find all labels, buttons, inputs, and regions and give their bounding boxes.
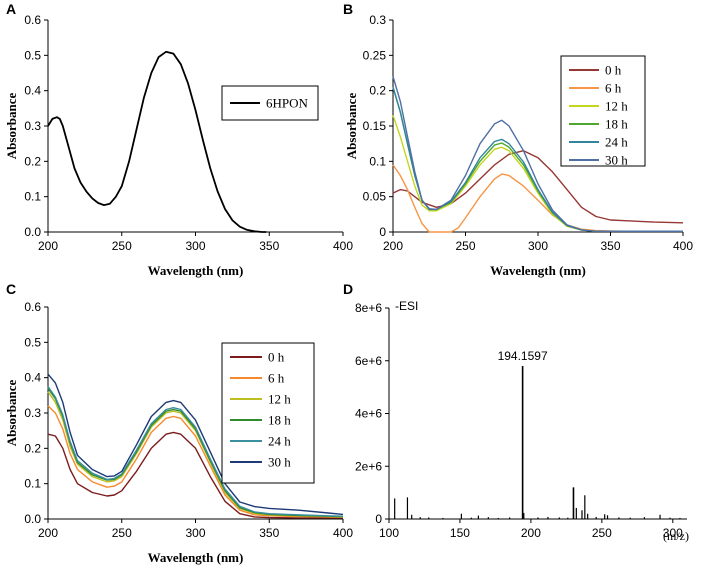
x-tick-label: 150 — [450, 526, 470, 540]
x-tick-label: 400 — [333, 239, 353, 253]
x-tick-label: 350 — [259, 239, 279, 253]
y-tick-label: 0.5 — [24, 335, 41, 349]
y-tick-label: 0.2 — [24, 154, 41, 168]
y-tick-label: 8e+6 — [355, 301, 382, 315]
legend-box — [560, 55, 646, 167]
x-tick-label: 300 — [185, 526, 205, 540]
x-tick-label: 200 — [521, 526, 541, 540]
series-line — [47, 405, 344, 518]
x-tick-label: 300 — [663, 526, 683, 540]
legend-label: 24 h — [605, 135, 628, 150]
x-tick-label: 200 — [38, 239, 58, 253]
y-tick-label: 0.6 — [24, 300, 41, 314]
annotation: -ESI — [395, 299, 418, 313]
x-tick-label: 300 — [185, 239, 205, 253]
series-line — [47, 431, 343, 519]
y-tick-label: 0.25 — [363, 48, 387, 62]
peak-label: 194.1597 — [498, 349, 548, 363]
legend-label: 0 h — [268, 350, 285, 365]
x-axis-label: Wavelength (nm) — [148, 550, 244, 565]
x-tick-label: 200 — [383, 239, 403, 253]
series-line — [47, 50, 267, 233]
legend-label: 24 h — [268, 434, 291, 449]
legend-label: 18 h — [268, 413, 291, 428]
panel-label: C — [6, 281, 16, 297]
legend: 0 h 6 h 12 h 18 h 24 h 30 h — [560, 55, 646, 168]
series-line — [392, 76, 683, 233]
y-tick-label: 0.1 — [24, 190, 41, 204]
y-tick-label: 6e+6 — [355, 354, 382, 368]
x-tick-label: 400 — [333, 526, 353, 540]
legend-label: 6 h — [268, 371, 285, 386]
legend-label: 0 h — [605, 63, 622, 78]
panel-label: D — [343, 281, 353, 297]
legend-label: 12 h — [268, 392, 291, 407]
panel-D: D 0 2e+6 4e+6 6e+6 8e+6 100 150 200 250 300 -ESI (m/… — [343, 281, 689, 543]
y-tick-label: 0 — [379, 225, 386, 239]
legend-label: 12 h — [605, 99, 628, 114]
x-tick-label: 250 — [455, 239, 475, 253]
legend-label: 30 h — [605, 153, 628, 168]
x-tick-label: 250 — [592, 526, 612, 540]
x-tick-label: 100 — [379, 526, 399, 540]
y-tick-label: 0.2 — [369, 84, 386, 98]
y-axis-label: Absorbance — [4, 93, 19, 160]
y-tick-label: 0.3 — [24, 119, 41, 133]
x-tick-label: 350 — [600, 239, 620, 253]
legend-label: 6HPON — [266, 96, 309, 111]
y-axis-label: Absorbance — [4, 380, 19, 447]
y-tick-label: 0.1 — [24, 477, 41, 491]
y-tick-label: 2e+6 — [355, 459, 382, 473]
x-tick-label: 250 — [112, 526, 132, 540]
panel-label: B — [343, 1, 353, 17]
panel-A: A 0.0 0.1 0.2 0.3 0.4 0.5 0.6 200 250 300 350 400 Wav… — [4, 1, 353, 278]
x-tick-label: 400 — [673, 239, 693, 253]
legend-label: 6 h — [605, 81, 622, 96]
x-tick-label: 250 — [112, 239, 132, 253]
x-axis-label: Wavelength (nm) — [148, 263, 244, 278]
x-tick-label: 350 — [259, 526, 279, 540]
series-line — [47, 386, 344, 517]
y-tick-label: 0.3 — [369, 13, 386, 27]
y-tick-label: 0.2 — [24, 441, 41, 455]
y-tick-label: 0 — [375, 512, 382, 526]
legend-label: 30 h — [268, 455, 291, 470]
series-line — [47, 373, 344, 516]
series-line — [392, 149, 684, 224]
y-tick-label: 0.6 — [24, 13, 41, 27]
y-tick-label: 0.05 — [363, 190, 387, 204]
x-tick-label: 200 — [38, 526, 58, 540]
legend: 0 h 6 h 12 h 18 h 24 h 30 h — [221, 342, 315, 484]
x-axis-label: (m/z) — [663, 529, 689, 543]
legend: 6HPON — [221, 85, 319, 121]
y-tick-label: 0.5 — [24, 48, 41, 62]
x-tick-label: 300 — [528, 239, 548, 253]
panel-B: B 0 0.05 0.1 0.15 0.2 0.25 0.3 200 250 300 350 400 Wa… — [343, 1, 693, 278]
legend-label: 18 h — [605, 117, 628, 132]
panel-label: A — [6, 1, 16, 17]
y-tick-label: 0.4 — [24, 84, 41, 98]
y-tick-label: 0.15 — [363, 119, 387, 133]
panel-C: C 0.0 0.1 0.2 0.3 0.4 0.5 0.6 200 250 300 350 400 Wav… — [4, 281, 353, 565]
y-tick-label: 0.1 — [369, 154, 386, 168]
y-tick-label: 0.0 — [24, 512, 41, 526]
y-tick-label: 0.4 — [24, 371, 41, 385]
x-axis-label: Wavelength (nm) — [490, 263, 586, 278]
y-tick-label: 4e+6 — [355, 407, 382, 421]
y-tick-label: 0.0 — [24, 225, 41, 239]
y-tick-label: 0.3 — [24, 406, 41, 420]
legend-box — [221, 342, 315, 484]
y-axis-label: Absorbance — [344, 93, 359, 160]
